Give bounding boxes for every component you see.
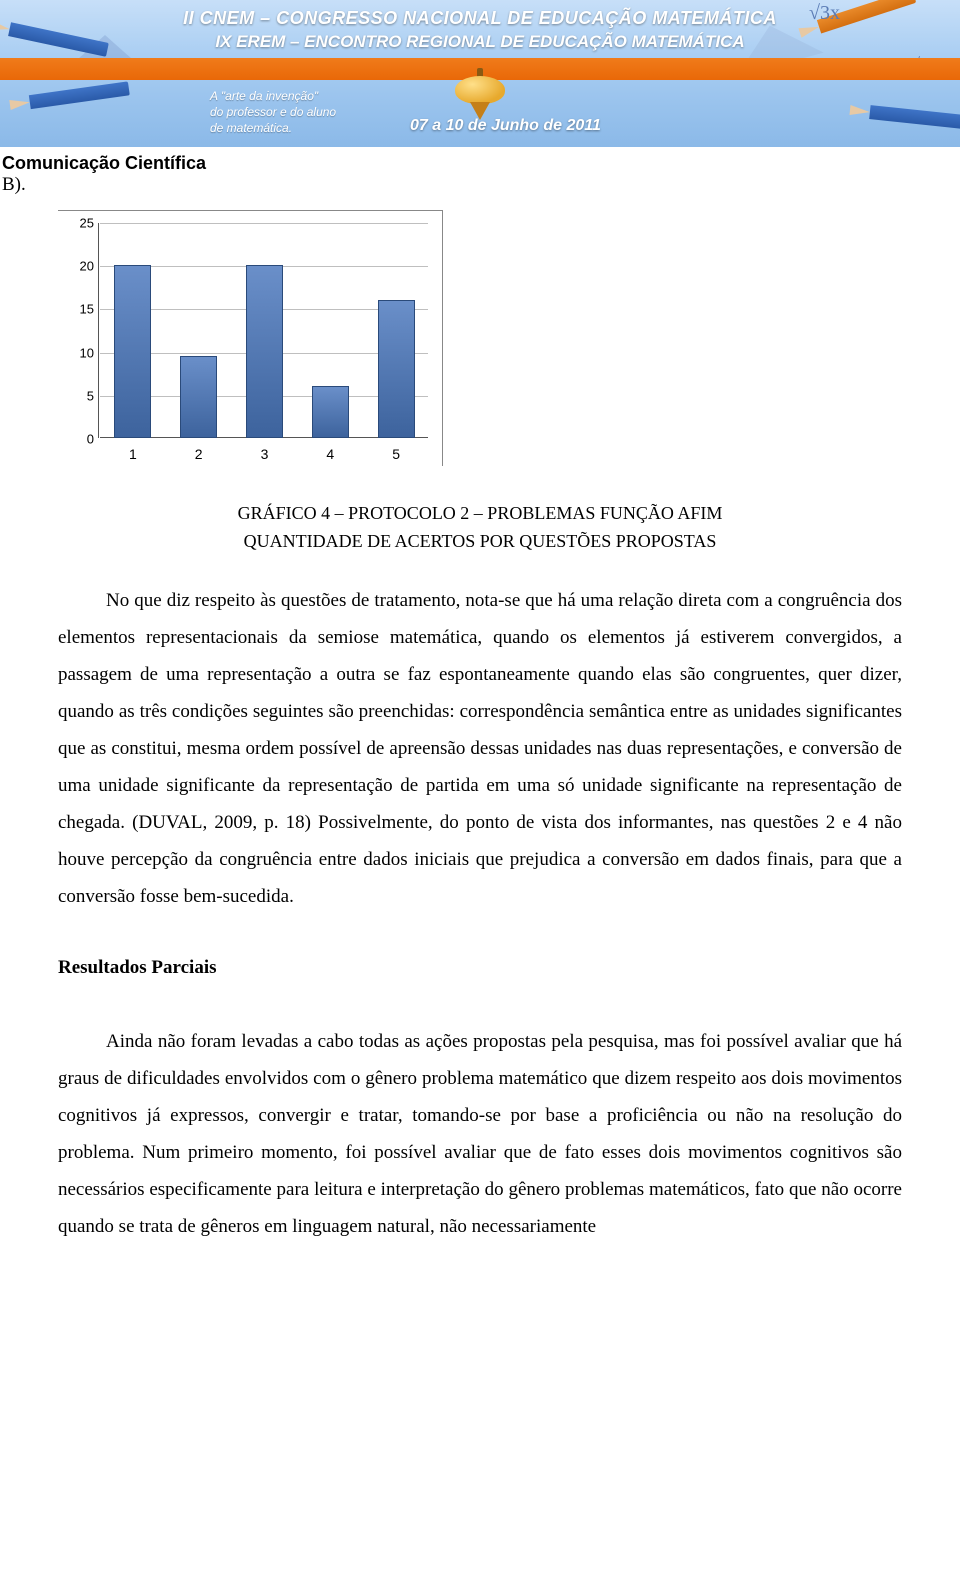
header-banner: √3x √3x II CNEM – CONGRESSO NACIONAL DE … (0, 0, 960, 147)
banner-title-line2: IX EREM – ENCONTRO REGIONAL DE EDUCAÇÃO … (0, 32, 960, 52)
body-paragraph-1: No que diz respeito às questões de trata… (58, 582, 902, 915)
subtitle-line: do professor e do aluno (210, 104, 336, 120)
chart-caption: GRÁFICO 4 – PROTOCOLO 2 – PROBLEMAS FUNÇ… (80, 500, 880, 556)
banner-subtitle: A "arte da invenção" do professor e do a… (210, 88, 336, 137)
y-tick-label: 10 (58, 345, 94, 360)
x-tick-label: 3 (261, 446, 269, 462)
x-tick-label: 5 (392, 446, 400, 462)
bar (246, 265, 283, 438)
chart-container: 0 5 10 15 20 25 1 2 3 4 5 (58, 210, 960, 466)
x-tick-label: 4 (326, 446, 334, 462)
y-tick-label: 25 (58, 216, 94, 231)
bar (114, 265, 151, 438)
x-tick-label: 1 (129, 446, 137, 462)
bar (378, 300, 415, 438)
y-tick-label: 15 (58, 302, 94, 317)
y-tick-label: 5 (58, 388, 94, 403)
y-tick-label: 20 (58, 259, 94, 274)
caption-line1: GRÁFICO 4 – PROTOCOLO 2 – PROBLEMAS FUNÇ… (80, 500, 880, 528)
y-axis (98, 223, 99, 438)
body-paragraph-2: Ainda não foram levadas a cabo todas as … (58, 1023, 902, 1245)
caption-line2: QUANTIDADE DE ACERTOS POR QUESTÕES PROPO… (80, 528, 880, 556)
page-tagline: Comunicação Científica (0, 147, 960, 174)
bar (312, 386, 349, 438)
x-tick-label: 2 (195, 446, 203, 462)
option-label: B). (0, 174, 960, 202)
section-heading: Resultados Parciais (58, 957, 902, 979)
banner-title-line1: II CNEM – CONGRESSO NACIONAL DE EDUCAÇÃO… (0, 8, 960, 29)
pencil-decoration (848, 95, 960, 137)
gridline (100, 223, 428, 224)
pencil-decoration (8, 73, 131, 119)
spintop-icon (453, 68, 507, 122)
bar-chart: 0 5 10 15 20 25 1 2 3 4 5 (58, 210, 443, 466)
y-tick-label: 0 (58, 432, 94, 447)
banner-dates: 07 a 10 de Junho de 2011 (410, 117, 601, 135)
plot-area (100, 223, 428, 438)
bar (180, 356, 217, 438)
subtitle-line: de matemática. (210, 120, 336, 136)
subtitle-line: A "arte da invenção" (210, 88, 336, 104)
